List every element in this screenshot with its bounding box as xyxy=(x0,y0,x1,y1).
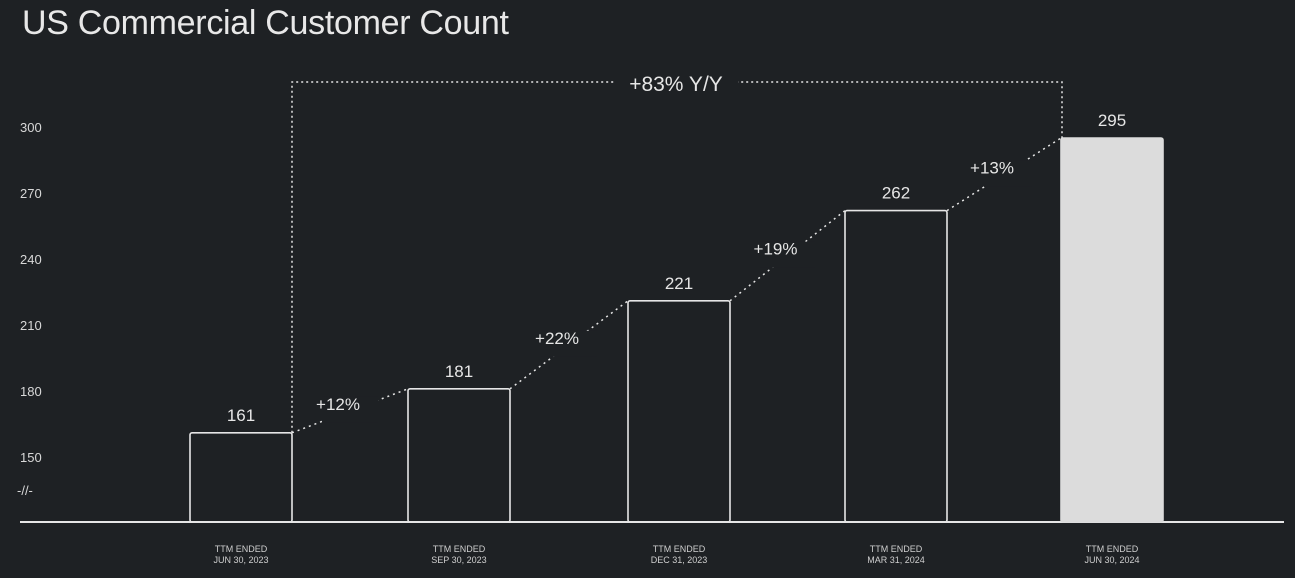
x-category-label: TTM ENDED DEC 31, 2023 xyxy=(651,544,708,565)
growth-label: +13% xyxy=(970,158,1014,177)
y-tick-label: 180 xyxy=(20,384,42,399)
bar xyxy=(627,299,731,523)
growth-label-bg xyxy=(976,160,1032,187)
growth-label: +22% xyxy=(535,329,579,348)
growth-label-bg xyxy=(759,241,816,268)
bar-value-label: 161 xyxy=(227,406,255,425)
growth-label-bg xyxy=(322,396,378,423)
chart-title: US Commercial Customer Count xyxy=(22,4,509,42)
yoy-label: +83% Y/Y xyxy=(629,73,723,96)
growth-label: +12% xyxy=(316,395,360,414)
bar-value-label: 221 xyxy=(665,274,693,293)
x-category-label: TTM ENDED JUN 30, 2024 xyxy=(1084,544,1139,565)
bar xyxy=(189,431,293,523)
y-tick-label: 240 xyxy=(20,252,42,267)
x-category-label: TTM ENDED JUN 30, 2023 xyxy=(213,544,268,565)
growth-connector xyxy=(291,388,409,434)
growth-label: +19% xyxy=(754,240,798,259)
bar xyxy=(844,209,948,523)
bar-value-label: 295 xyxy=(1098,111,1126,130)
x-category-label: TTM ENDED SEP 30, 2023 xyxy=(431,544,486,565)
axis-break-mark: -//- xyxy=(17,483,33,498)
bar xyxy=(407,387,511,523)
bar-value-label: 262 xyxy=(882,184,910,203)
growth-label-bg xyxy=(541,330,597,357)
y-tick-label: 210 xyxy=(20,318,42,333)
x-category-label: TTM ENDED MAR 31, 2024 xyxy=(867,544,925,565)
y-tick-label: 300 xyxy=(20,120,42,135)
y-tick-label: 270 xyxy=(20,186,42,201)
bar xyxy=(1060,137,1164,523)
y-tick-label: 150 xyxy=(20,450,42,465)
bar-value-label: 181 xyxy=(445,362,473,381)
yoy-label-bg xyxy=(614,68,738,98)
